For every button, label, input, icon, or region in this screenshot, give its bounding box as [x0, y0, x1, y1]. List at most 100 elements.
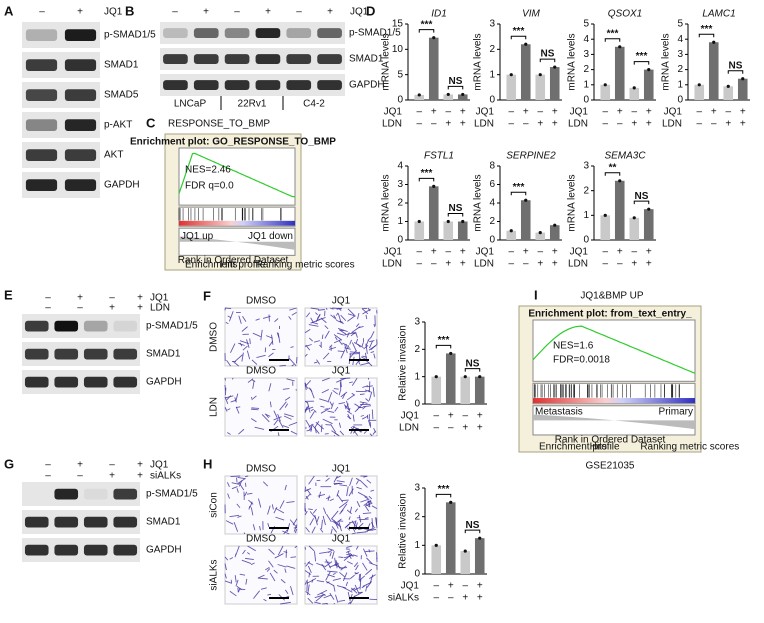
cell — [327, 548, 335, 551]
cell — [304, 570, 312, 575]
cell — [254, 426, 265, 430]
y-tick-label: 5 — [583, 19, 589, 30]
bar — [549, 67, 560, 100]
condition-sign: – — [77, 471, 83, 482]
cell — [284, 589, 289, 594]
blot-band — [25, 119, 58, 131]
blot-band — [255, 54, 281, 65]
condition-sign: + — [460, 259, 466, 270]
cell — [366, 529, 377, 532]
cell — [289, 519, 297, 528]
cell — [288, 357, 297, 366]
blot-band — [83, 376, 108, 388]
cell — [304, 329, 311, 334]
cell — [334, 432, 340, 437]
row-label: siALKs — [209, 559, 220, 590]
cell — [306, 577, 317, 584]
cell — [264, 413, 271, 417]
condition-sign: + — [460, 119, 466, 130]
cell — [361, 342, 364, 347]
cell — [362, 385, 369, 388]
cell — [261, 414, 270, 423]
condition-sign: + — [265, 7, 271, 18]
cell — [226, 359, 231, 367]
bar-dot — [449, 351, 453, 356]
cell — [349, 521, 356, 524]
condition-sign: + — [552, 247, 558, 258]
cell — [363, 500, 371, 507]
cell — [364, 389, 371, 393]
cell — [316, 580, 325, 583]
plot-area — [532, 319, 696, 382]
cell — [338, 556, 344, 558]
cell — [354, 572, 359, 575]
cell — [279, 500, 285, 509]
bar — [520, 44, 531, 100]
blot-band — [54, 488, 79, 500]
cell — [366, 479, 372, 484]
blot-band — [163, 54, 188, 65]
condition-sign: + — [477, 593, 483, 604]
cell — [274, 553, 284, 559]
cell — [347, 308, 355, 316]
bar — [431, 545, 442, 574]
sig-bracket — [447, 213, 464, 217]
significance: ** — [609, 162, 617, 173]
cell — [320, 405, 325, 408]
cell — [332, 307, 342, 310]
cell — [328, 346, 337, 350]
condition-name: LDN — [399, 423, 419, 434]
cell — [337, 332, 345, 336]
cell — [347, 601, 352, 605]
cell — [225, 322, 229, 325]
cell — [325, 477, 330, 482]
cell — [241, 352, 244, 362]
plot-title: Enrichment plot: from_text_entry_ — [528, 309, 692, 320]
cell — [265, 414, 270, 419]
cell — [365, 503, 370, 508]
cell — [321, 377, 330, 382]
chart-title: SEMA3C — [604, 151, 646, 162]
cell — [274, 318, 279, 323]
y-tick-label: 1 — [489, 69, 495, 80]
y-axis-title: mRNA levels — [381, 33, 392, 90]
cell — [277, 332, 281, 343]
bar — [460, 376, 471, 404]
cell — [239, 573, 246, 576]
significance: *** — [636, 51, 648, 62]
cell — [309, 411, 315, 419]
chart-title: QSOX1 — [608, 9, 642, 20]
blot-band — [317, 28, 342, 39]
condition-sign: – — [39, 7, 45, 18]
y-tick-label: 10 — [392, 44, 404, 55]
condition-sign: – — [77, 303, 83, 314]
treatment-label: JQ1 — [104, 7, 123, 18]
blot-band — [113, 348, 138, 360]
y-tick-label: 3 — [489, 19, 495, 30]
cell — [228, 311, 234, 322]
bar — [506, 230, 517, 240]
cell — [358, 574, 361, 581]
cell — [231, 377, 234, 380]
y-tick-label: 0 — [414, 569, 420, 580]
cell — [288, 422, 298, 426]
cell — [326, 513, 332, 523]
blot-band — [83, 544, 108, 556]
cell — [321, 563, 327, 571]
cell — [373, 323, 376, 328]
bar-dot — [647, 207, 651, 211]
bar — [414, 94, 425, 100]
condition-sign: + — [77, 293, 83, 304]
bar-dot — [524, 198, 528, 202]
bar-dot — [632, 216, 636, 220]
dataset-label: GSE21035 — [586, 461, 635, 472]
cell — [361, 585, 365, 589]
legend-item: Ranking metric scores — [256, 260, 355, 271]
y-axis-title: mRNA levels — [473, 33, 484, 90]
sig-bracket — [447, 85, 464, 90]
condition-sign: – — [172, 7, 178, 18]
y-axis-title: mRNA levels — [473, 174, 484, 231]
cell — [280, 579, 286, 584]
y-tick-label: 3 — [583, 49, 589, 60]
